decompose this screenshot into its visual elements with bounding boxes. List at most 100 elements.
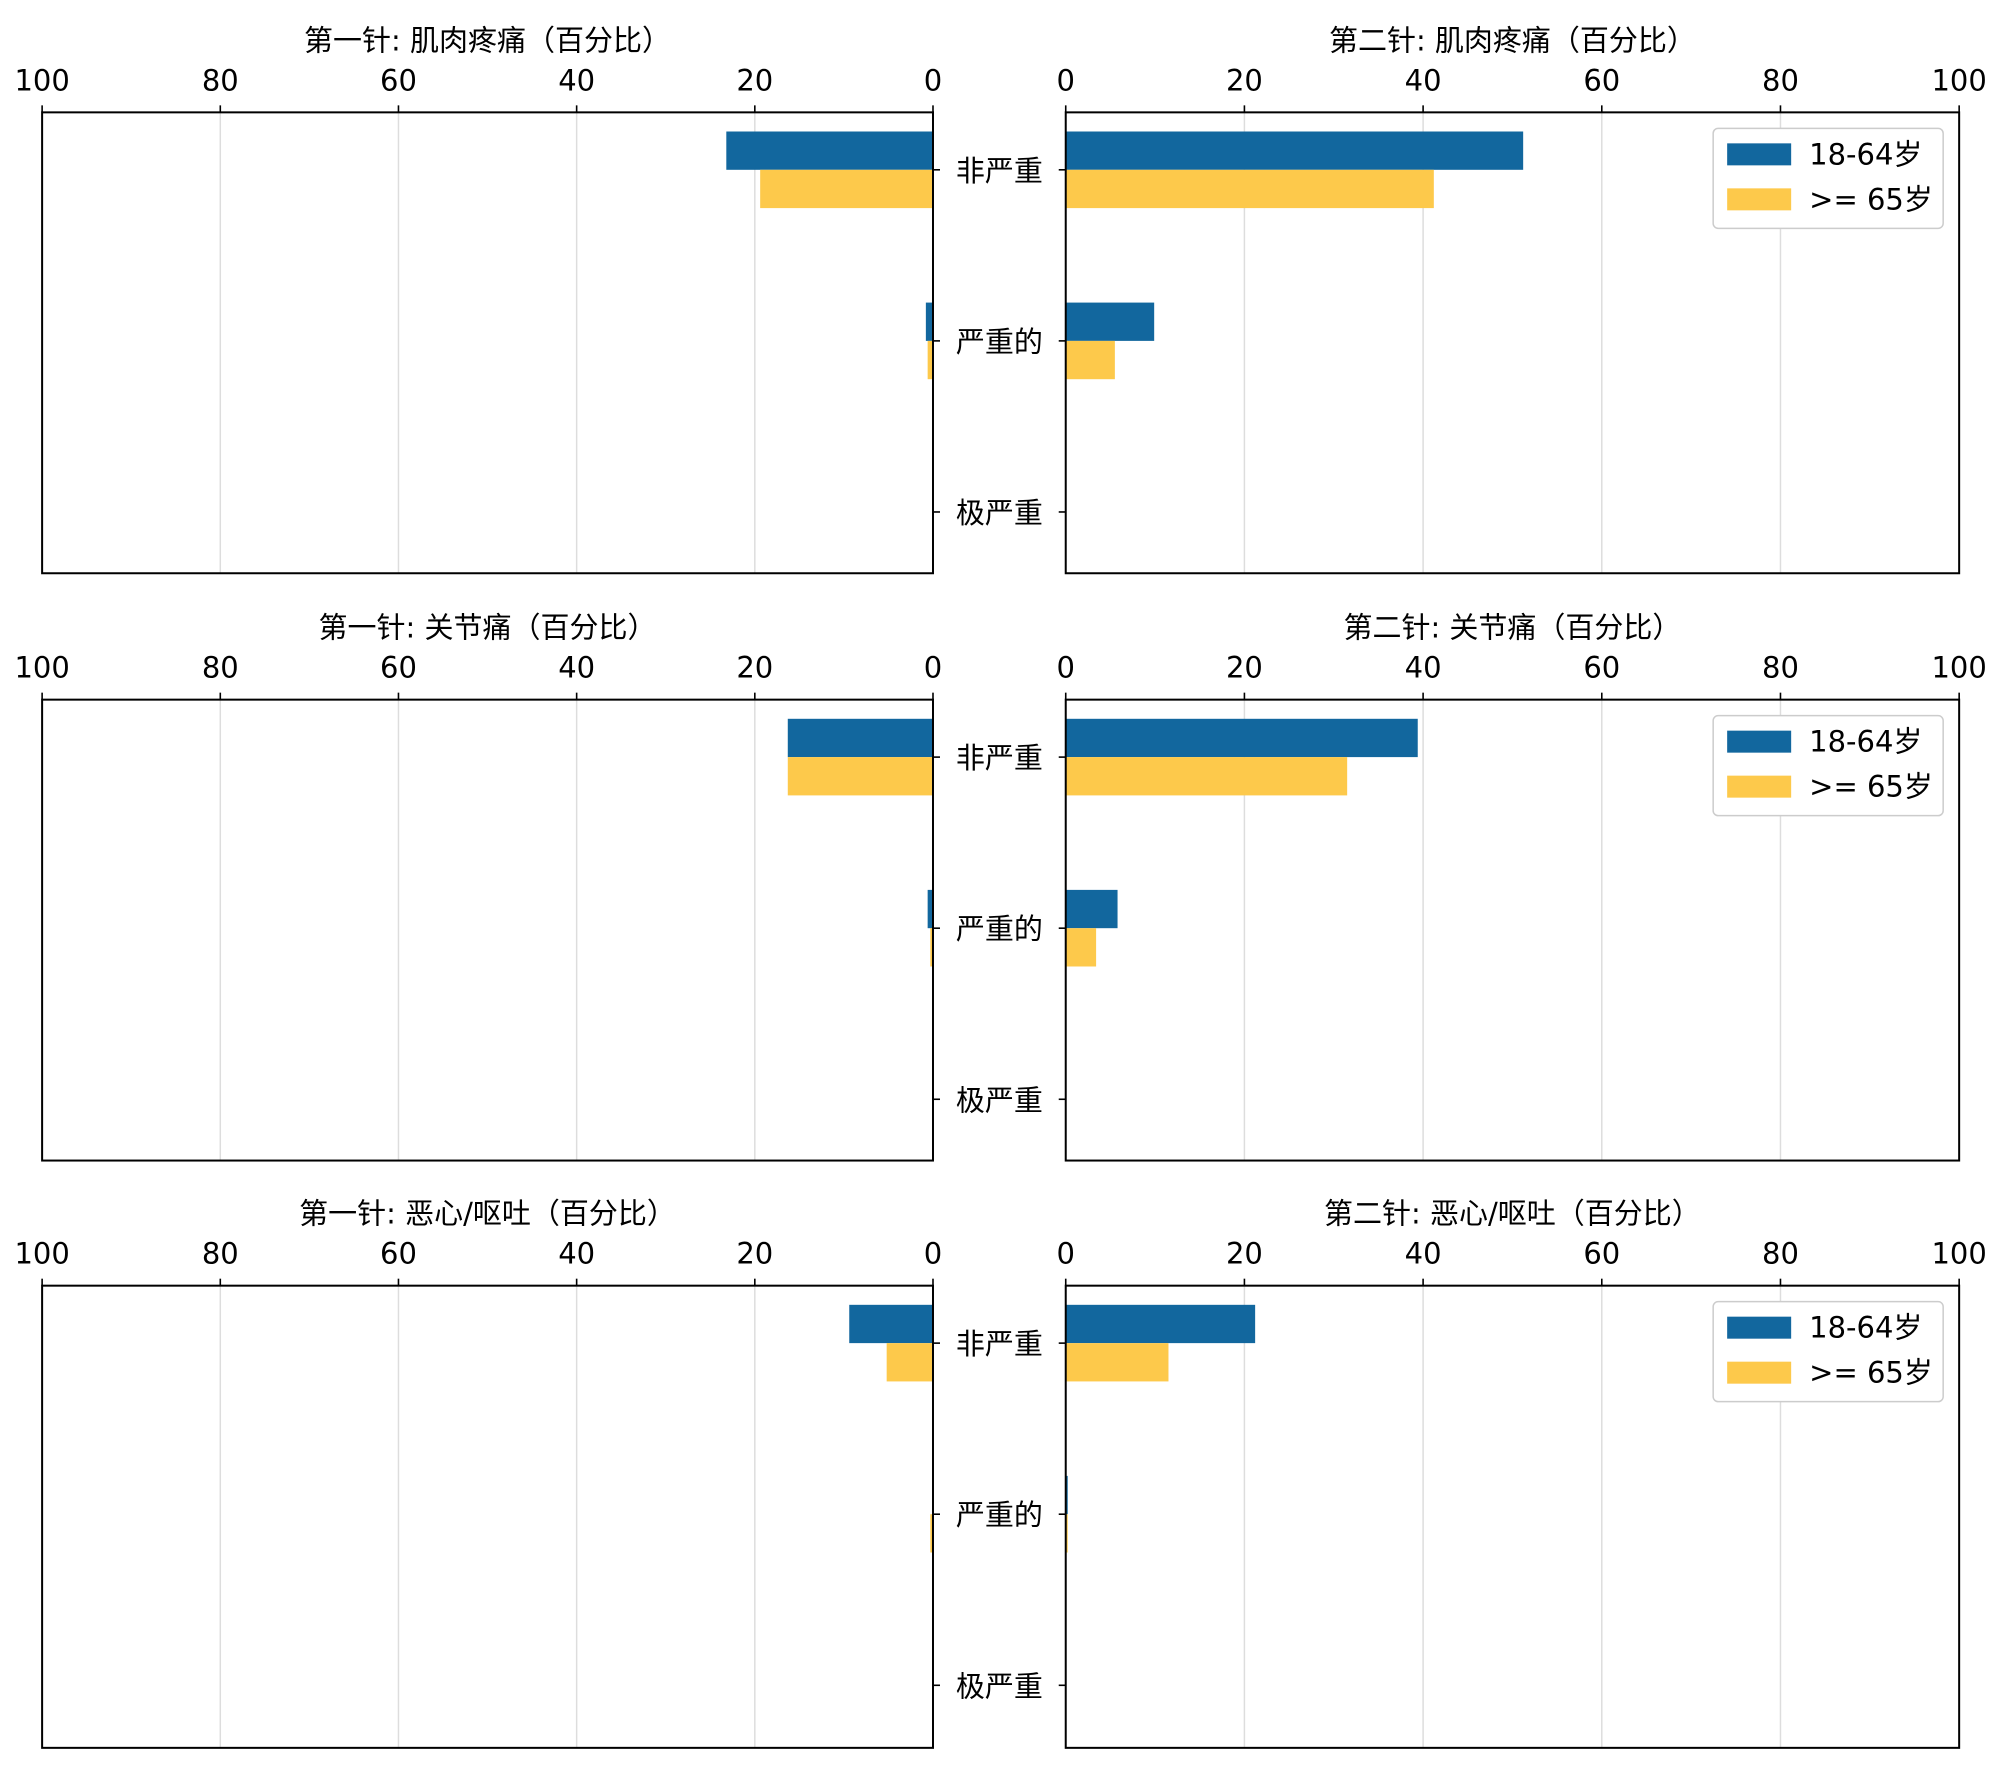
legend-swatch [1727, 775, 1792, 798]
x-tick-label: 60 [380, 651, 417, 685]
chart-panel-2: 0 20 40 60 80 100 第二针: 肌肉疼痛（百分比） 18-64岁 >= 65岁 [1057, 23, 1987, 575]
x-tick-label: 20 [736, 63, 773, 97]
x-tick-label: 80 [1762, 63, 1799, 97]
x-tick-label: 60 [1583, 1237, 1620, 1271]
x-tick-label: 100 [1931, 1237, 1986, 1271]
plot-frame [1064, 111, 1961, 575]
plot-frame [41, 111, 934, 575]
x-tick-label: 60 [1583, 651, 1620, 685]
bar-age-18-64 [1065, 302, 1155, 341]
bar-age-65-plus [1065, 1343, 1169, 1382]
bar-age-65-plus [930, 928, 933, 967]
x-tick-label: 20 [1226, 1237, 1263, 1271]
chart-panel-6: 0 20 40 60 80 100 第二针: 恶心/呕吐（百分比） 18-64岁 >= 65岁 [1057, 1197, 1987, 1749]
legend-label: 18-64岁 [1809, 725, 1922, 759]
category-label: 严重的 [956, 912, 1043, 946]
x-tick-label: 20 [1226, 651, 1263, 685]
x-tick-label: 0 [924, 651, 942, 685]
category-label: 极严重 [956, 1669, 1043, 1703]
plot-frame [1064, 1284, 1961, 1749]
x-tick-label: 40 [1405, 1237, 1442, 1271]
legend-label: 18-64岁 [1809, 137, 1922, 171]
legend-label: >= 65岁 [1809, 770, 1933, 804]
chart-title: 第二针: 恶心/呕吐（百分比） [1324, 1197, 1701, 1231]
x-tick-label: 100 [14, 1237, 69, 1271]
category-label: 非严重 [956, 154, 1043, 188]
legend-swatch [1727, 143, 1792, 166]
category-label: 非严重 [956, 741, 1043, 775]
chart-title: 第一针: 关节痛（百分比） [319, 611, 657, 645]
x-tick-label: 60 [1583, 63, 1620, 97]
x-tick-label: 40 [1405, 651, 1442, 685]
x-tick-label: 100 [1931, 651, 1986, 685]
x-tick-label: 80 [1762, 1237, 1799, 1271]
bar-age-65-plus [1065, 757, 1348, 796]
bar-age-18-64 [925, 302, 933, 341]
chart-panel-4: 0 20 40 60 80 100 第二针: 关节痛（百分比） 18-64岁 >= 65岁 [1057, 611, 1987, 1162]
x-tick-label: 80 [1762, 651, 1799, 685]
chart-title: 第二针: 关节痛（百分比） [1343, 611, 1681, 645]
category-label: 非严重 [956, 1327, 1043, 1361]
category-label: 极严重 [956, 496, 1043, 530]
bar-age-18-64 [1065, 1304, 1256, 1344]
plot-frame [41, 698, 934, 1162]
x-tick-label: 80 [202, 63, 239, 97]
x-tick-label: 0 [924, 63, 942, 97]
bar-age-18-64 [787, 718, 933, 758]
x-tick-label: 100 [1931, 63, 1986, 97]
x-tick-label: 0 [1057, 651, 1075, 685]
chart-title: 第一针: 恶心/呕吐（百分比） [299, 1197, 676, 1231]
bar-age-18-64 [849, 1304, 933, 1344]
legend: 18-64岁 >= 65岁 [1712, 127, 1944, 230]
bar-age-65-plus [1065, 340, 1115, 380]
legend: 18-64岁 >= 65岁 [1712, 1300, 1944, 1403]
legend-label: 18-64岁 [1809, 1311, 1922, 1345]
legend-label: >= 65岁 [1809, 1356, 1933, 1390]
legend-swatch [1727, 1316, 1792, 1339]
legend-swatch [1727, 188, 1792, 211]
x-tick-label: 80 [202, 1237, 239, 1271]
bar-age-65-plus [1065, 169, 1434, 209]
bar-age-18-64 [1065, 889, 1118, 929]
bar-age-65-plus [930, 1514, 933, 1553]
bar-age-65-plus [886, 1343, 933, 1382]
category-label: 极严重 [956, 1083, 1043, 1117]
x-tick-label: 40 [558, 63, 595, 97]
plot-frame [1064, 698, 1961, 1162]
x-tick-label: 0 [1057, 1237, 1075, 1271]
x-tick-label: 40 [1405, 63, 1442, 97]
bar-age-65-plus [927, 340, 933, 380]
category-label: 严重的 [956, 1498, 1043, 1532]
legend-swatch [1727, 730, 1792, 753]
bar-age-18-64 [1065, 131, 1524, 170]
chart-title: 第二针: 肌肉疼痛（百分比） [1329, 23, 1696, 57]
category-label: 严重的 [956, 325, 1043, 359]
x-tick-label: 20 [1226, 63, 1263, 97]
x-tick-label: 40 [558, 1237, 595, 1271]
x-tick-label: 100 [14, 651, 69, 685]
bar-age-65-plus [787, 757, 933, 796]
legend-label: >= 65岁 [1809, 182, 1933, 216]
bar-age-65-plus [760, 169, 933, 209]
bar-age-18-64 [927, 889, 933, 929]
x-tick-label: 60 [380, 1237, 417, 1271]
bar-age-18-64 [1065, 718, 1418, 758]
bar-age-18-64 [726, 131, 933, 170]
x-tick-label: 40 [558, 651, 595, 685]
x-tick-label: 80 [202, 651, 239, 685]
plot-frame [41, 1284, 934, 1749]
x-tick-label: 0 [1057, 63, 1075, 97]
x-tick-label: 20 [736, 651, 773, 685]
x-tick-label: 20 [736, 1237, 773, 1271]
x-tick-label: 60 [380, 63, 417, 97]
legend: 18-64岁 >= 65岁 [1712, 714, 1944, 817]
chart-title: 第一针: 肌肉疼痛（百分比） [304, 23, 671, 57]
legend-swatch [1727, 1361, 1792, 1384]
bar-age-65-plus [1065, 928, 1097, 967]
x-tick-label: 0 [924, 1237, 942, 1271]
x-tick-label: 100 [14, 63, 69, 97]
